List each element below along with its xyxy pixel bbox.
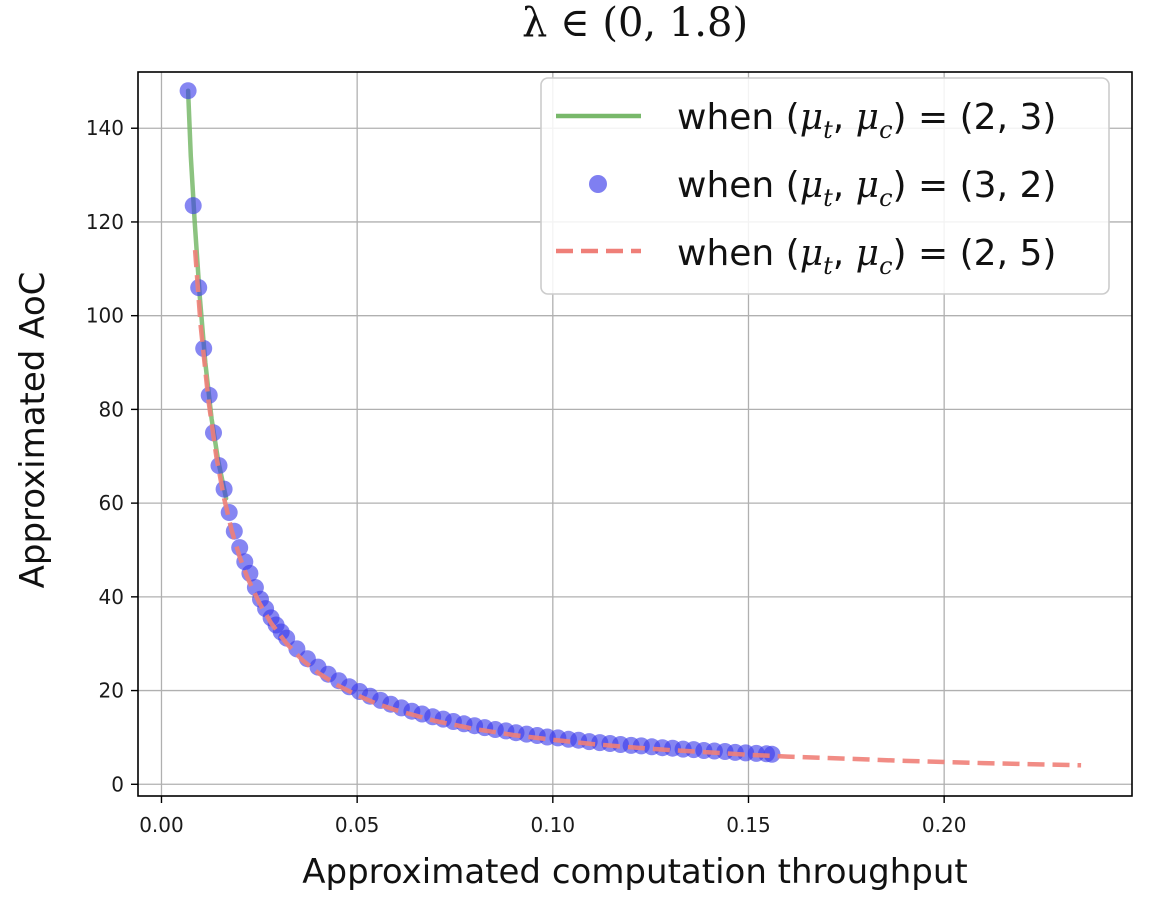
chart-title: λ ∈ (0, 1.8) <box>522 0 748 46</box>
data-point <box>763 745 781 763</box>
y-tick-label: 140 <box>86 116 124 140</box>
series-layer <box>179 82 1082 768</box>
x-tick-label: 0.15 <box>726 813 771 837</box>
data-point <box>231 539 249 557</box>
y-tick-label: 0 <box>111 772 124 796</box>
y-axis-label: Approximated AoC <box>13 272 53 589</box>
data-point <box>200 386 218 404</box>
legend-entry-3: when (μt, μc) = (2, 5) <box>677 233 1056 280</box>
series-line-mu-2-5 <box>192 249 1082 768</box>
y-axis-ticks: 0 20 40 60 80 100 120 140 <box>86 116 138 796</box>
legend-swatch-marker <box>589 175 607 193</box>
data-point <box>278 629 296 647</box>
x-tick-label: 0.10 <box>531 813 576 837</box>
x-tick-label: 0.05 <box>335 813 380 837</box>
data-point <box>195 340 213 357</box>
data-point <box>179 82 197 100</box>
legend: when (μt, μc) = (2, 3) when (μt, μc) = (… <box>540 77 1110 295</box>
x-tick-label: 0.00 <box>139 813 184 837</box>
legend-entry-1: when (μt, μc) = (2, 3) <box>677 97 1056 144</box>
y-tick-label: 100 <box>86 304 124 328</box>
x-tick-label: 0.20 <box>922 813 967 837</box>
data-point <box>184 197 202 215</box>
y-tick-label: 20 <box>99 679 124 703</box>
series-markers-mu-3-2 <box>179 82 781 763</box>
legend-entry-2: when (μt, μc) = (3, 2) <box>677 165 1056 212</box>
y-tick-label: 120 <box>86 210 124 234</box>
y-tick-label: 40 <box>99 585 124 609</box>
plot-frame <box>137 71 1133 797</box>
x-axis-ticks: 0.00 0.05 0.10 0.15 0.20 <box>139 796 966 837</box>
y-tick-label: 60 <box>99 491 124 515</box>
y-tick-label: 80 <box>99 397 124 421</box>
x-axis-label: Approximated computation throughput <box>302 852 967 892</box>
legend-box <box>540 77 1110 295</box>
